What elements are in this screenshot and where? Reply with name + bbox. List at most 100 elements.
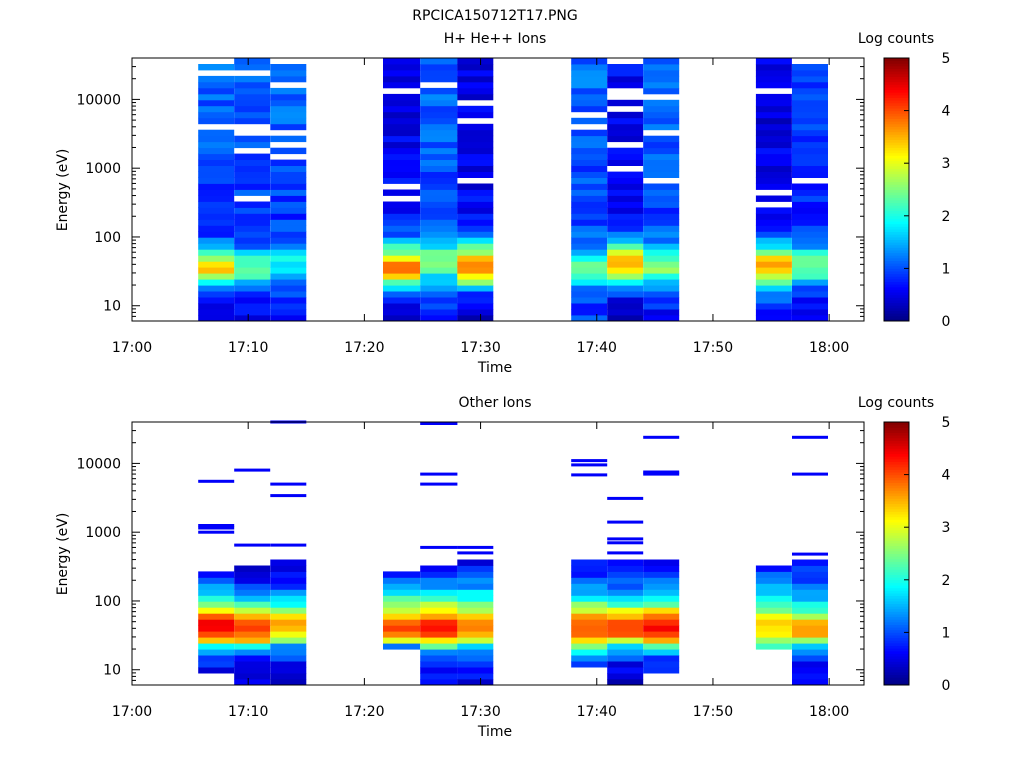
spectrum-cell <box>383 81 421 89</box>
spectrum-cell <box>792 291 828 298</box>
spectrum-cell <box>234 237 271 244</box>
spectrum-cell <box>457 607 494 614</box>
spectrum-cell <box>198 99 235 107</box>
spectrum-cell <box>457 583 494 590</box>
spectrum-cell <box>607 655 644 662</box>
spectrum-cell <box>198 285 235 292</box>
spectrum-cell <box>755 195 792 202</box>
spectrum-cell <box>270 123 307 131</box>
time-column <box>755 58 792 322</box>
spectrum-cell <box>607 643 644 650</box>
spectrum-cell <box>607 291 644 298</box>
colorbar-segment <box>884 113 909 117</box>
spectrum-cell <box>643 141 680 149</box>
spectrum-cell <box>234 637 271 644</box>
colorbar-segment <box>884 632 909 636</box>
spectrum-cell <box>643 559 680 566</box>
spectrum-cell <box>607 279 644 286</box>
colorbar-segment <box>884 495 909 499</box>
colorbar-segment <box>884 606 909 610</box>
spectrum-cell <box>755 159 792 166</box>
spectrum-cell <box>420 117 458 125</box>
spectrum-cell <box>420 613 458 620</box>
spectrum-cell <box>571 153 608 160</box>
time-column <box>234 468 271 686</box>
spectrum-cell <box>234 285 271 292</box>
spectrum-cell <box>792 631 828 638</box>
colorbar-label: Log counts <box>858 31 934 47</box>
spectrum-cell <box>457 631 494 638</box>
spectrum-cell <box>234 64 271 71</box>
spectrum-cell <box>270 607 307 614</box>
colorbar-segment <box>884 437 909 441</box>
spectrum-cell <box>457 655 494 662</box>
spectrum-cell <box>571 571 608 578</box>
colorbar-segment <box>884 595 909 599</box>
spectrum-cell <box>571 583 608 590</box>
spectrum-cell <box>571 141 608 149</box>
spectrum-cell <box>383 75 421 83</box>
spectrum-cell <box>643 225 680 232</box>
spectrum-cell <box>607 123 644 131</box>
spectrum-cell <box>792 129 828 137</box>
spectrum-cell <box>270 195 307 202</box>
spectrum-cell <box>607 649 644 656</box>
spectrum-line <box>792 472 828 476</box>
spectrum-cell <box>792 619 828 626</box>
spectrum-cell <box>755 577 792 584</box>
colorbar-segment <box>884 503 909 507</box>
colorbar-segment <box>884 621 909 626</box>
spectrum-cell <box>234 291 271 298</box>
spectrum-cell <box>643 655 680 662</box>
plot-frame <box>131 421 865 686</box>
spectrum-cell <box>198 147 235 155</box>
colorbar-segment <box>884 181 909 185</box>
spectrum-cell <box>571 303 608 310</box>
time-column <box>198 479 235 674</box>
spectrum-cell <box>420 589 458 596</box>
colorbar-segment <box>884 294 909 298</box>
spectrum-cell <box>420 99 458 107</box>
spectrum-cell <box>755 595 792 602</box>
spectrum-cell <box>457 237 494 244</box>
spectrum-cell <box>571 267 608 274</box>
spectrum-cell <box>607 607 644 614</box>
spectrum-cell <box>457 273 494 280</box>
colorbar-segment <box>884 178 909 183</box>
colorbar-segment <box>884 487 909 491</box>
spectrum-cell <box>457 141 494 149</box>
colorbar-segment <box>884 677 909 681</box>
spectrum-cell <box>607 99 644 107</box>
spectrum-cell <box>643 619 680 626</box>
spectrum-cell <box>571 171 608 178</box>
spectrum-cell <box>755 147 792 155</box>
spectrum-cell <box>457 267 494 274</box>
spectrum-cell <box>792 613 828 620</box>
spectrum-cell <box>607 595 644 602</box>
spectrum-cell <box>457 123 494 131</box>
spectrum-cell <box>792 201 828 208</box>
spectrum-cell <box>198 661 235 668</box>
colorbar-segment <box>884 424 909 428</box>
y-tick-label: 1000 <box>85 525 121 541</box>
spectrum-cell <box>607 64 644 71</box>
spectrum-line <box>270 482 307 486</box>
spectrum-cell <box>270 649 307 656</box>
spectrum-cell <box>457 165 494 172</box>
spectrum-cell <box>420 637 458 644</box>
spectrum-cell <box>198 105 235 113</box>
spectrum-cell <box>383 58 421 65</box>
spectrum-cell <box>383 309 421 316</box>
colorbar-segment <box>884 73 909 77</box>
spectrum-cell <box>457 261 494 268</box>
spectrum-cell <box>457 219 494 226</box>
spectrum-cell <box>383 619 421 626</box>
colorbar-segment <box>884 289 909 293</box>
spectrum-cell <box>234 673 271 680</box>
spectrum-cell <box>270 243 307 250</box>
colorbar-segment <box>884 435 909 439</box>
spectrum-cell <box>383 243 421 250</box>
spectrum-cell <box>571 631 608 638</box>
colorbar-tick-label: 5 <box>942 51 951 67</box>
spectrum-cell <box>607 129 644 137</box>
